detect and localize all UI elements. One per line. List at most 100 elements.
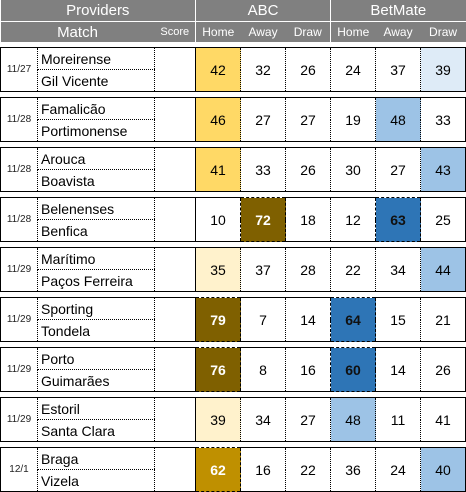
betmate-home-probability: 64 [330,297,377,342]
home-team-name: Arouca [37,147,155,170]
match-score [153,297,197,342]
betmate-draw-probability: 21 [420,297,466,342]
home-team-name: Moreirense [37,47,155,70]
away-team-name: Paços Ferreira [37,269,155,292]
match-score [153,197,197,242]
abc-away-probability: 8 [240,347,286,392]
abc-draw-probability: 27 [285,97,331,142]
betmate-home-probability: 30 [330,147,376,192]
betmate-draw-header: Draw [420,21,466,42]
match-score [153,397,197,442]
match-date: 11/29 [0,297,38,342]
match-row: 11/29 Estoril 39 34 27 48 11 41 [0,397,466,442]
abc-home-probability: 76 [195,347,242,392]
match-score [153,347,197,392]
away-team-name: Portimonense [37,119,155,142]
away-team-name: Santa Clara [37,419,155,442]
betmate-away-probability: 27 [375,147,421,192]
match-date: 12/1 [0,447,38,492]
betmate-home-probability: 22 [330,247,376,292]
abc-home-probability: 42 [195,47,241,92]
abc-home-probability: 41 [195,147,241,192]
abc-draw-probability: 27 [285,397,331,442]
away-team-name: Tondela [37,319,155,342]
away-team-name: Benfica [37,219,155,242]
betmate-home-probability: 12 [330,197,376,242]
match-score [153,47,197,92]
home-team-name: Sporting [37,297,155,320]
betmate-draw-probability: 26 [420,347,466,392]
away-team-name: Gil Vicente [37,69,155,92]
abc-draw-header: Draw [285,21,331,42]
abc-draw-probability: 28 [285,247,331,292]
betmate-away-probability: 48 [375,97,421,142]
betmate-away-probability: 15 [375,297,421,342]
away-team-name: Vizela [37,469,155,492]
abc-draw-probability: 18 [285,197,331,242]
abc-home-header: Home [195,21,241,42]
betmate-home-probability: 19 [330,97,376,142]
abc-home-probability: 62 [195,447,242,492]
match-date: 11/28 [0,197,38,242]
match-row: 11/27 Moreirense 42 32 26 24 37 39 [0,47,466,92]
betmate-home-header: Home [330,21,376,42]
betmate-away-header: Away [375,21,421,42]
abc-draw-probability: 26 [285,47,331,92]
home-team-name: Porto [37,347,155,370]
abc-draw-probability: 14 [285,297,331,342]
betmate-draw-probability: 40 [420,447,466,492]
abc-home-probability: 39 [195,397,241,442]
match-score [153,97,197,142]
match-score [153,447,197,492]
match-row: 11/28 Belenenses 10 72 18 12 63 25 [0,197,466,242]
betmate-home-probability: 36 [330,447,376,492]
home-team-name: Estoril [37,397,155,420]
abc-provider-header: ABC [195,0,331,22]
match-column-header: Match [0,21,155,42]
away-team-name: Guimarães [37,369,155,392]
abc-away-probability: 7 [240,297,286,342]
betmate-draw-probability: 41 [420,397,466,442]
betmate-away-probability: 11 [375,397,421,442]
match-date: 11/29 [0,247,38,292]
abc-away-probability: 72 [240,197,287,242]
betmate-draw-probability: 44 [420,247,466,292]
abc-away-probability: 27 [240,97,286,142]
match-row: 11/28 Arouca 41 33 26 30 27 43 [0,147,466,192]
match-score [153,247,197,292]
abc-away-probability: 33 [240,147,286,192]
match-date: 11/28 [0,97,38,142]
abc-home-probability: 10 [195,197,241,242]
abc-away-probability: 37 [240,247,286,292]
betmate-home-probability: 24 [330,47,376,92]
providers-header: Providers [0,0,196,22]
home-team-name: Braga [37,447,155,470]
betmate-provider-header: BetMate [330,0,466,22]
betmate-away-probability: 37 [375,47,421,92]
betmate-away-probability: 34 [375,247,421,292]
abc-draw-probability: 16 [285,347,331,392]
match-date: 11/29 [0,397,38,442]
match-row: 11/29 Sporting 79 7 14 64 15 21 [0,297,466,342]
away-team-name: Boavista [37,169,155,192]
home-team-name: Famalicão [37,97,155,120]
match-date: 11/29 [0,347,38,392]
betmate-draw-probability: 25 [420,197,466,242]
match-date: 11/28 [0,147,38,192]
match-row: 11/28 Famalicão 46 27 27 19 48 33 [0,97,466,142]
match-row: 11/29 Marítimo 35 37 28 22 34 44 [0,247,466,292]
betmate-draw-probability: 33 [420,97,466,142]
match-score [153,147,197,192]
match-row: 11/29 Porto 76 8 16 60 14 26 [0,347,466,392]
abc-away-header: Away [240,21,286,42]
betmate-home-probability: 60 [330,347,377,392]
match-row: 12/1 Braga 62 16 22 36 24 40 [0,447,466,492]
match-date: 11/27 [0,47,38,92]
abc-away-probability: 34 [240,397,286,442]
betmate-draw-probability: 43 [420,147,466,192]
betmate-draw-probability: 39 [420,47,466,92]
betmate-away-probability: 24 [375,447,421,492]
abc-home-probability: 46 [195,97,241,142]
abc-away-probability: 32 [240,47,286,92]
home-team-name: Marítimo [37,247,155,270]
